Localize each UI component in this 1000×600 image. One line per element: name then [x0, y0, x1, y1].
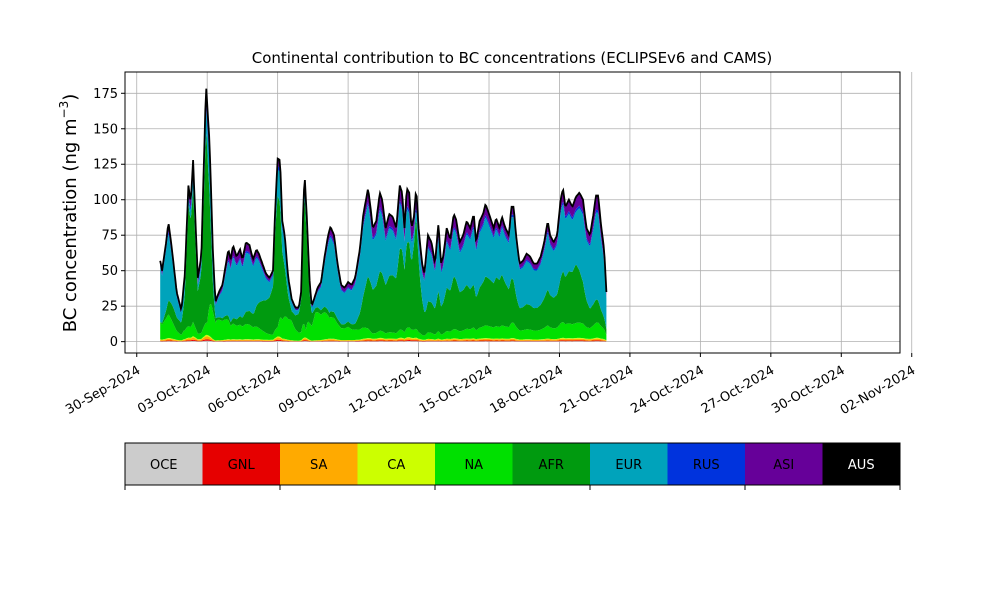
colorbar-label-aus: AUS — [848, 458, 875, 473]
y-tick-label: 75 — [101, 229, 118, 244]
colorbar-label-eur: EUR — [615, 458, 642, 473]
y-axis-label-exponent: −3 — [57, 101, 71, 119]
area-series-oce — [160, 340, 607, 342]
x-tick-label: 06-Oct-2024 — [206, 363, 284, 417]
y-tick-label: 175 — [93, 87, 118, 102]
colorbar-label-na: NA — [464, 458, 483, 473]
colorbar-swatch-oce — [125, 443, 203, 485]
total-outline — [159, 88, 608, 313]
stacked-areas — [160, 88, 607, 342]
y-tick-label: 150 — [93, 122, 118, 137]
x-axis: 30-Sep-202403-Oct-202406-Oct-202409-Oct-… — [63, 353, 918, 418]
colorbar-label-sa: SA — [310, 458, 327, 473]
colorbar-swatch-afr — [512, 443, 591, 485]
x-tick-label: 21-Oct-2024 — [558, 363, 636, 417]
colorbar-swatch-gnl — [202, 443, 281, 485]
colorbar-swatch-aus — [822, 443, 901, 485]
x-tick-label: 30-Oct-2024 — [769, 363, 847, 417]
plot-frame — [124, 71, 901, 354]
y-tick-label: 125 — [93, 158, 118, 173]
area-series-sa — [160, 336, 607, 342]
x-tick-label: 12-Oct-2024 — [347, 363, 425, 417]
y-tick-label: 100 — [93, 193, 118, 208]
y-tick-label: 0 — [110, 335, 118, 350]
colorbar-label-rus: RUS — [693, 458, 720, 473]
y-axis-label: BC concentration (ng m−3) — [57, 94, 81, 333]
x-tick-label: 18-Oct-2024 — [487, 363, 565, 417]
x-tick-label: 27-Oct-2024 — [699, 363, 777, 417]
colorbar-label-afr: AFR — [539, 458, 564, 473]
area-series-gnl — [160, 339, 607, 342]
x-tick-label: 24-Oct-2024 — [628, 363, 706, 417]
colorbar-swatch-rus — [667, 443, 746, 485]
colorbar-swatch-eur — [590, 443, 668, 485]
colorbar-label-gnl: GNL — [228, 458, 256, 473]
colorbar-label-oce: OCE — [150, 458, 178, 473]
x-tick-label: 03-Oct-2024 — [135, 363, 213, 417]
colorbar-swatch-sa — [280, 443, 358, 485]
chart-title: Continental contribution to BC concentra… — [252, 49, 773, 67]
x-tick-label: 02-Nov-2024 — [838, 363, 918, 418]
colorbar-label-ca: CA — [387, 458, 405, 473]
legend-colorbar: OCE GNL SA CA NA AFR EUR RUS ASI AUS — [124, 442, 901, 490]
area-series-na — [160, 304, 607, 341]
x-tick-label: 09-Oct-2024 — [276, 363, 354, 417]
y-axis: 0 25 50 75 100 125 150 175 — [93, 87, 125, 350]
colorbar-frame — [124, 442, 901, 486]
colorbar-label-asi: ASI — [773, 458, 794, 473]
area-series-afr — [160, 133, 607, 336]
x-tick-label: 30-Sep-2024 — [63, 363, 143, 418]
colorbar-swatch-asi — [745, 443, 823, 485]
y-tick-label: 25 — [101, 300, 118, 315]
y-tick-label: 50 — [101, 264, 118, 279]
colorbar-swatch-na — [435, 443, 513, 485]
area-series-eur — [160, 109, 607, 329]
total-line — [159, 88, 608, 313]
x-tick-label: 15-Oct-2024 — [417, 363, 495, 417]
colorbar-swatch-ca — [357, 443, 436, 485]
